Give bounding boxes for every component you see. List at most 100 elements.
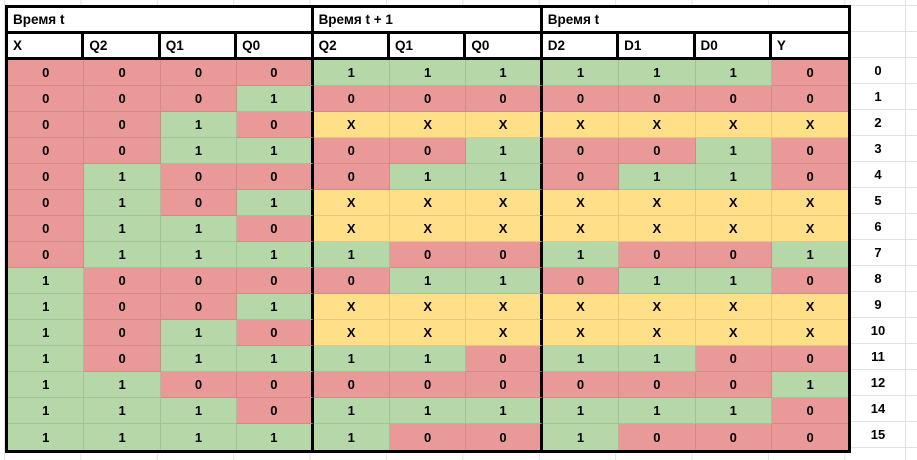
table-cell-r2-c7[interactable]: X bbox=[542, 112, 620, 138]
table-cell-r11-c2[interactable]: 1 bbox=[160, 346, 238, 372]
group-header-time-t-2[interactable]: Время t bbox=[542, 8, 849, 34]
table-cell-r3-c0[interactable]: 0 bbox=[8, 138, 85, 164]
table-cell-r12-c5[interactable]: 0 bbox=[389, 372, 467, 398]
table-cell-r5-c3[interactable]: 1 bbox=[237, 190, 314, 216]
table-cell-r12-c7[interactable]: 0 bbox=[542, 372, 620, 398]
table-cell-r6-c3[interactable]: 0 bbox=[237, 216, 314, 242]
row-number[interactable]: 8 bbox=[851, 266, 917, 292]
table-cell-r4-c10[interactable]: 0 bbox=[771, 164, 849, 190]
table-cell-r3-c5[interactable]: 0 bbox=[389, 138, 467, 164]
table-cell-r1-c7[interactable]: 0 bbox=[542, 86, 620, 112]
group-header-time-t-plus-1[interactable]: Время t + 1 bbox=[313, 8, 543, 34]
table-cell-r8-c9[interactable]: 1 bbox=[695, 268, 772, 294]
group-header-time-t[interactable]: Время t bbox=[8, 8, 314, 34]
table-cell-r1-c1[interactable]: 0 bbox=[84, 86, 161, 112]
table-cell-r1-c6[interactable]: 0 bbox=[466, 86, 543, 112]
table-cell-r11-c3[interactable]: 1 bbox=[237, 346, 314, 372]
table-cell-r2-c0[interactable]: 0 bbox=[8, 112, 85, 138]
table-cell-r5-c8[interactable]: X bbox=[619, 190, 696, 216]
col-header-q2[interactable]: Q2 bbox=[84, 34, 161, 60]
table-cell-r1-c0[interactable]: 0 bbox=[8, 86, 85, 112]
table-cell-r5-c2[interactable]: 0 bbox=[160, 190, 238, 216]
table-cell-r3-c10[interactable]: 0 bbox=[771, 138, 849, 164]
table-cell-r11-c5[interactable]: 1 bbox=[389, 346, 467, 372]
col-header-q0[interactable]: Q0 bbox=[237, 34, 314, 60]
table-cell-r6-c8[interactable]: X bbox=[619, 216, 696, 242]
table-cell-r2-c8[interactable]: X bbox=[619, 112, 696, 138]
table-cell-r8-c8[interactable]: 1 bbox=[619, 268, 696, 294]
col-header-q1[interactable]: Q1 bbox=[160, 34, 238, 60]
table-cell-r12-c9[interactable]: 0 bbox=[695, 372, 772, 398]
row-number[interactable]: 1 bbox=[851, 84, 917, 110]
table-cell-r4-c4[interactable]: 0 bbox=[313, 164, 390, 190]
table-cell-r0-c7[interactable]: 1 bbox=[542, 60, 620, 86]
table-cell-r0-c3[interactable]: 0 bbox=[237, 60, 314, 86]
table-cell-r1-c9[interactable]: 0 bbox=[695, 86, 772, 112]
table-cell-r14-c10[interactable]: 0 bbox=[771, 398, 849, 424]
table-cell-r7-c8[interactable]: 0 bbox=[619, 242, 696, 268]
table-cell-r11-c4[interactable]: 1 bbox=[313, 346, 390, 372]
table-cell-r11-c9[interactable]: 0 bbox=[695, 346, 772, 372]
table-cell-r3-c9[interactable]: 1 bbox=[695, 138, 772, 164]
row-number[interactable]: 14 bbox=[851, 396, 917, 422]
table-cell-r5-c5[interactable]: X bbox=[389, 190, 467, 216]
table-cell-r10-c4[interactable]: X bbox=[313, 320, 390, 346]
table-cell-r6-c4[interactable]: X bbox=[313, 216, 390, 242]
table-cell-r15-c4[interactable]: 1 bbox=[313, 424, 390, 450]
table-cell-r1-c5[interactable]: 0 bbox=[389, 86, 467, 112]
row-number[interactable]: 7 bbox=[851, 240, 917, 266]
table-cell-r12-c4[interactable]: 0 bbox=[313, 372, 390, 398]
table-cell-r15-c3[interactable]: 1 bbox=[237, 424, 314, 450]
table-cell-r15-c0[interactable]: 1 bbox=[8, 424, 85, 450]
table-cell-r0-c10[interactable]: 0 bbox=[771, 60, 849, 86]
table-cell-r4-c9[interactable]: 1 bbox=[695, 164, 772, 190]
table-cell-r12-c6[interactable]: 0 bbox=[466, 372, 543, 398]
table-cell-r11-c6[interactable]: 0 bbox=[466, 346, 543, 372]
table-cell-r4-c3[interactable]: 0 bbox=[237, 164, 314, 190]
table-cell-r9-c4[interactable]: X bbox=[313, 294, 390, 320]
table-cell-r4-c5[interactable]: 1 bbox=[389, 164, 467, 190]
table-cell-r3-c3[interactable]: 1 bbox=[237, 138, 314, 164]
table-cell-r3-c2[interactable]: 1 bbox=[160, 138, 238, 164]
table-cell-r7-c10[interactable]: 1 bbox=[771, 242, 849, 268]
col-header-y[interactable]: Y bbox=[771, 34, 849, 60]
table-cell-r14-c9[interactable]: 1 bbox=[695, 398, 772, 424]
table-cell-r15-c1[interactable]: 1 bbox=[84, 424, 161, 450]
table-cell-r14-c1[interactable]: 1 bbox=[84, 398, 161, 424]
table-cell-r8-c7[interactable]: 0 bbox=[542, 268, 620, 294]
col-header-d0[interactable]: D0 bbox=[695, 34, 772, 60]
table-cell-r8-c10[interactable]: 0 bbox=[771, 268, 849, 294]
table-cell-r10-c9[interactable]: X bbox=[695, 320, 772, 346]
row-number[interactable]: 11 bbox=[851, 344, 917, 370]
col-header-q1-next[interactable]: Q1 bbox=[389, 34, 467, 60]
table-cell-r5-c4[interactable]: X bbox=[313, 190, 390, 216]
table-cell-r9-c2[interactable]: 0 bbox=[160, 294, 238, 320]
table-cell-r9-c3[interactable]: 1 bbox=[237, 294, 314, 320]
table-cell-r14-c3[interactable]: 0 bbox=[237, 398, 314, 424]
table-cell-r2-c4[interactable]: X bbox=[313, 112, 390, 138]
row-number[interactable]: 9 bbox=[851, 292, 917, 318]
table-cell-r11-c0[interactable]: 1 bbox=[8, 346, 85, 372]
table-cell-r8-c6[interactable]: 1 bbox=[466, 268, 543, 294]
table-cell-r7-c1[interactable]: 1 bbox=[84, 242, 161, 268]
table-cell-r9-c1[interactable]: 0 bbox=[84, 294, 161, 320]
table-cell-r1-c2[interactable]: 0 bbox=[160, 86, 238, 112]
table-cell-r5-c6[interactable]: X bbox=[466, 190, 543, 216]
table-cell-r15-c6[interactable]: 0 bbox=[466, 424, 543, 450]
table-cell-r4-c6[interactable]: 1 bbox=[466, 164, 543, 190]
table-cell-r14-c5[interactable]: 1 bbox=[389, 398, 467, 424]
row-number[interactable]: 15 bbox=[851, 422, 917, 448]
table-cell-r11-c7[interactable]: 1 bbox=[542, 346, 620, 372]
row-number[interactable]: 2 bbox=[851, 110, 917, 136]
table-cell-r5-c10[interactable]: X bbox=[771, 190, 849, 216]
table-cell-r9-c7[interactable]: X bbox=[542, 294, 620, 320]
row-number[interactable]: 10 bbox=[851, 318, 917, 344]
row-number[interactable]: 3 bbox=[851, 136, 917, 162]
table-cell-r10-c8[interactable]: X bbox=[619, 320, 696, 346]
table-cell-r6-c10[interactable]: X bbox=[771, 216, 849, 242]
table-cell-r8-c2[interactable]: 0 bbox=[160, 268, 238, 294]
col-header-x[interactable]: X bbox=[8, 34, 85, 60]
table-cell-r12-c0[interactable]: 1 bbox=[8, 372, 85, 398]
table-cell-r0-c9[interactable]: 1 bbox=[695, 60, 772, 86]
table-cell-r8-c5[interactable]: 1 bbox=[389, 268, 467, 294]
